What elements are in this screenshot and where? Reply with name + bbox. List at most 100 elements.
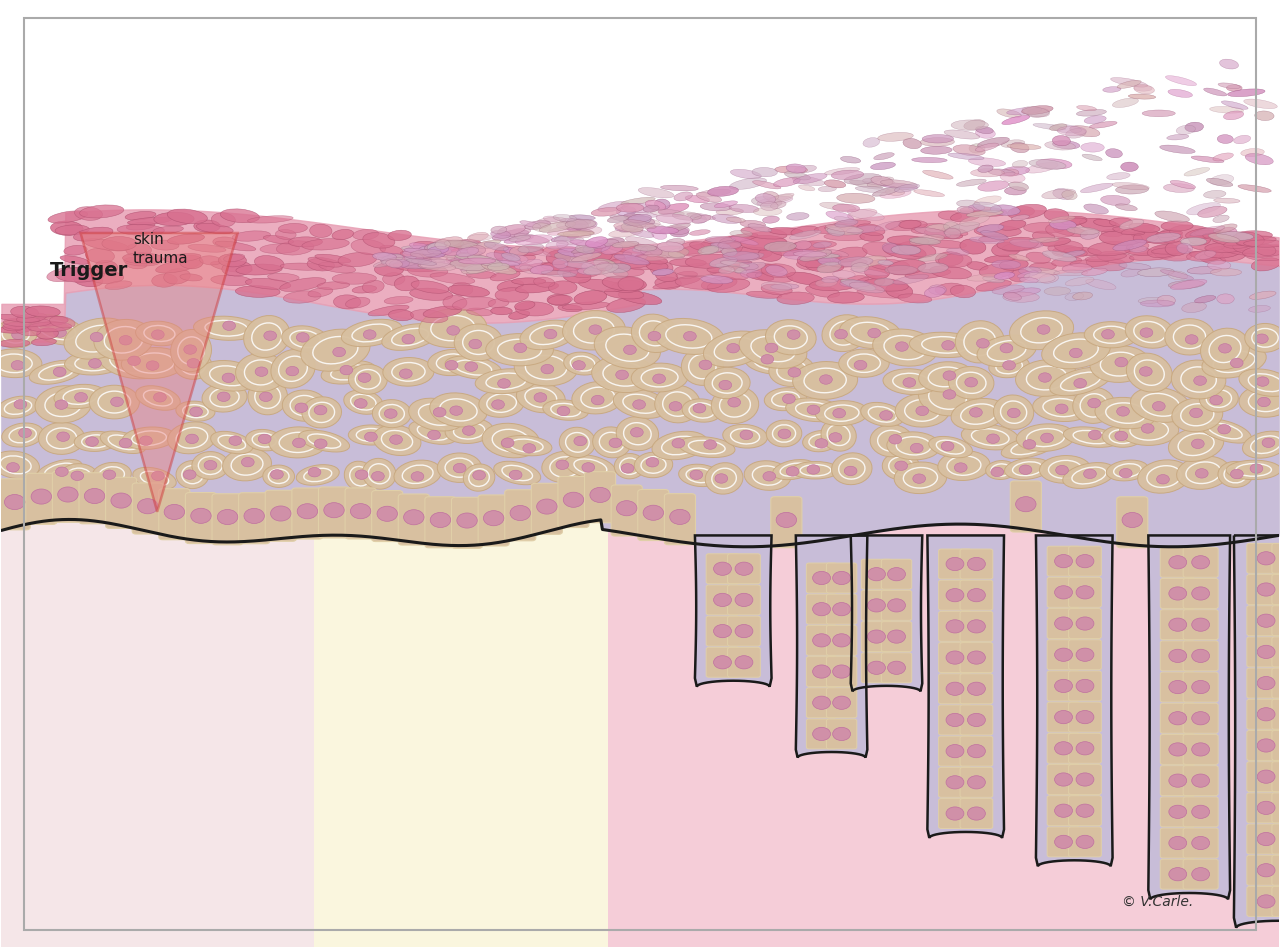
Ellipse shape <box>401 250 430 262</box>
Ellipse shape <box>628 214 652 223</box>
Ellipse shape <box>975 128 996 138</box>
Ellipse shape <box>461 262 497 274</box>
Ellipse shape <box>462 426 475 435</box>
Ellipse shape <box>536 499 557 514</box>
FancyBboxPatch shape <box>1247 731 1280 760</box>
Ellipse shape <box>485 334 553 366</box>
Ellipse shape <box>938 450 989 481</box>
Ellipse shape <box>1196 468 1208 478</box>
Ellipse shape <box>12 360 24 370</box>
Ellipse shape <box>479 389 525 417</box>
Ellipse shape <box>1112 240 1147 250</box>
Ellipse shape <box>852 277 884 289</box>
Ellipse shape <box>431 241 463 249</box>
Ellipse shape <box>621 197 655 205</box>
Ellipse shape <box>669 402 682 411</box>
Ellipse shape <box>1167 135 1189 140</box>
Ellipse shape <box>1256 334 1268 343</box>
Ellipse shape <box>719 233 758 244</box>
Ellipse shape <box>1069 348 1082 357</box>
Ellipse shape <box>579 247 612 263</box>
Ellipse shape <box>1052 246 1075 256</box>
Ellipse shape <box>315 254 351 263</box>
Ellipse shape <box>297 503 317 519</box>
Ellipse shape <box>767 420 801 447</box>
Ellipse shape <box>381 258 419 266</box>
Ellipse shape <box>550 404 581 417</box>
Ellipse shape <box>50 221 83 235</box>
Ellipse shape <box>1112 182 1149 190</box>
Ellipse shape <box>692 215 710 224</box>
Ellipse shape <box>447 250 470 261</box>
Ellipse shape <box>763 216 780 223</box>
Ellipse shape <box>1088 398 1101 408</box>
Ellipse shape <box>1170 280 1207 290</box>
Ellipse shape <box>86 248 114 264</box>
Ellipse shape <box>1062 264 1092 273</box>
Ellipse shape <box>402 251 424 260</box>
Ellipse shape <box>356 370 380 389</box>
Ellipse shape <box>591 356 657 392</box>
Ellipse shape <box>1188 232 1211 246</box>
Ellipse shape <box>879 410 892 420</box>
Ellipse shape <box>419 246 438 253</box>
Ellipse shape <box>198 456 223 474</box>
Ellipse shape <box>210 366 248 386</box>
Ellipse shape <box>1029 263 1056 271</box>
Ellipse shape <box>45 464 74 477</box>
Ellipse shape <box>232 231 270 241</box>
Ellipse shape <box>716 474 728 483</box>
Ellipse shape <box>419 262 456 271</box>
Ellipse shape <box>1169 836 1187 849</box>
Ellipse shape <box>466 240 500 250</box>
Ellipse shape <box>1203 191 1226 198</box>
Ellipse shape <box>268 273 300 282</box>
Ellipse shape <box>1039 274 1059 283</box>
Ellipse shape <box>873 188 900 196</box>
Ellipse shape <box>1101 353 1139 376</box>
FancyBboxPatch shape <box>1183 829 1219 858</box>
Ellipse shape <box>605 334 649 361</box>
Ellipse shape <box>892 374 929 390</box>
Ellipse shape <box>1076 741 1094 755</box>
Ellipse shape <box>956 200 980 208</box>
Ellipse shape <box>223 321 236 331</box>
Ellipse shape <box>730 178 767 190</box>
Ellipse shape <box>881 180 918 188</box>
Ellipse shape <box>279 278 326 291</box>
Ellipse shape <box>1228 89 1265 97</box>
FancyBboxPatch shape <box>960 674 993 703</box>
Ellipse shape <box>623 216 652 226</box>
Ellipse shape <box>590 487 611 502</box>
Ellipse shape <box>637 254 667 261</box>
Ellipse shape <box>430 273 475 284</box>
FancyBboxPatch shape <box>132 483 164 534</box>
Ellipse shape <box>1065 277 1094 286</box>
Ellipse shape <box>1134 321 1166 342</box>
Ellipse shape <box>422 249 445 258</box>
Ellipse shape <box>1130 387 1190 423</box>
Ellipse shape <box>1016 424 1075 451</box>
Ellipse shape <box>288 237 323 246</box>
FancyBboxPatch shape <box>1247 793 1280 823</box>
Ellipse shape <box>1121 162 1138 172</box>
Ellipse shape <box>1050 220 1076 229</box>
Ellipse shape <box>3 322 26 331</box>
Ellipse shape <box>573 252 591 258</box>
FancyBboxPatch shape <box>827 657 856 686</box>
Ellipse shape <box>672 211 701 220</box>
FancyBboxPatch shape <box>938 767 972 797</box>
Ellipse shape <box>29 360 83 384</box>
Ellipse shape <box>0 354 32 373</box>
Ellipse shape <box>735 263 765 273</box>
Ellipse shape <box>119 336 132 345</box>
Ellipse shape <box>813 242 832 247</box>
FancyBboxPatch shape <box>371 490 403 541</box>
Ellipse shape <box>29 316 68 326</box>
Ellipse shape <box>833 665 850 678</box>
Ellipse shape <box>1044 287 1070 296</box>
Ellipse shape <box>755 272 792 283</box>
Ellipse shape <box>498 379 511 388</box>
FancyBboxPatch shape <box>1160 829 1196 858</box>
Ellipse shape <box>168 210 207 224</box>
